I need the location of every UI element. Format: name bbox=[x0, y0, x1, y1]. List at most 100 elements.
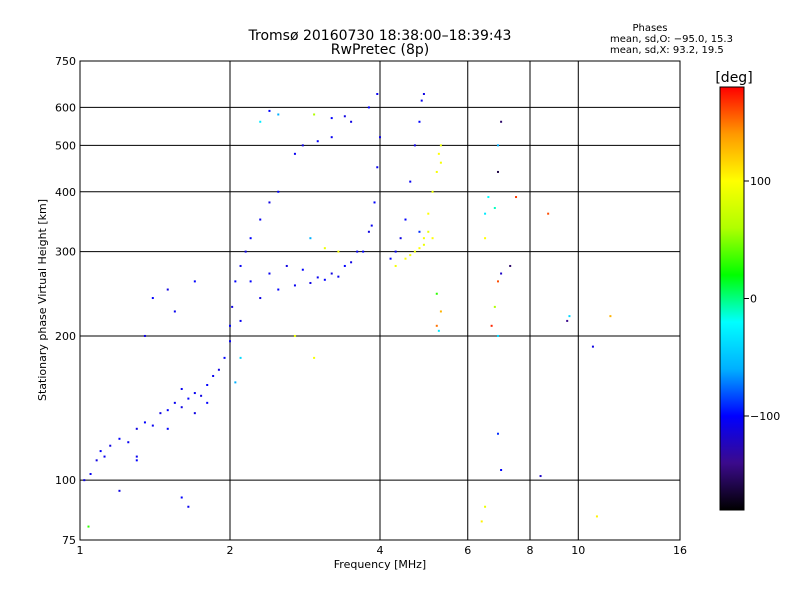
echo-point bbox=[418, 230, 421, 233]
echo-point bbox=[313, 113, 316, 116]
echo-point bbox=[268, 109, 271, 112]
x-tick-label: 2 bbox=[227, 544, 234, 557]
phase-header-x-stats: mean, sd,X: 93.2, 19.5 bbox=[610, 45, 724, 56]
y-tick-label: 500 bbox=[55, 139, 76, 152]
echo-point bbox=[496, 334, 499, 337]
echo-point bbox=[206, 401, 209, 404]
echo-point bbox=[431, 190, 434, 193]
y-tick-label: 100 bbox=[55, 474, 76, 487]
y-axis-ticks: 75 100 200 300 400 500 600 750 bbox=[55, 55, 76, 547]
chart-title: Tromsø 20160730 18:38:00–18:39:43 bbox=[248, 28, 512, 44]
echo-point bbox=[437, 329, 440, 332]
echo-point bbox=[493, 206, 496, 209]
y-tick-label: 750 bbox=[55, 55, 76, 68]
echo-point bbox=[362, 250, 365, 253]
echo-point bbox=[159, 412, 162, 415]
echo-point bbox=[420, 99, 423, 102]
echo-point bbox=[394, 250, 397, 253]
echo-point bbox=[431, 237, 434, 240]
chart-subtitle: RwPretec (8p) bbox=[331, 42, 429, 58]
echo-point bbox=[439, 310, 442, 313]
echo-point bbox=[249, 237, 252, 240]
echo-point bbox=[566, 319, 569, 322]
echo-point bbox=[268, 201, 271, 204]
echo-point bbox=[83, 479, 86, 482]
echo-point bbox=[231, 305, 234, 308]
echo-point bbox=[343, 115, 346, 118]
echo-point bbox=[200, 394, 203, 397]
echo-point bbox=[109, 444, 112, 447]
echo-point bbox=[376, 92, 379, 95]
echo-point bbox=[118, 489, 121, 492]
x-tick-label: 10 bbox=[571, 544, 585, 557]
echo-point bbox=[259, 120, 262, 123]
echo-point bbox=[239, 356, 242, 359]
echo-point bbox=[413, 144, 416, 147]
x-tick-label: 8 bbox=[527, 544, 534, 557]
echo-point bbox=[409, 180, 412, 183]
echo-point bbox=[173, 310, 176, 313]
echo-point bbox=[591, 345, 594, 348]
colorbar-label: [deg] bbox=[715, 70, 752, 86]
echo-point bbox=[500, 469, 503, 472]
echo-point bbox=[135, 455, 138, 458]
echo-point bbox=[151, 424, 154, 427]
echo-point bbox=[422, 237, 425, 240]
echo-point bbox=[193, 412, 196, 415]
echo-point bbox=[323, 247, 326, 250]
echo-point bbox=[500, 272, 503, 275]
echo-point bbox=[367, 106, 370, 109]
echo-point bbox=[356, 250, 359, 253]
echo-point bbox=[370, 224, 373, 227]
echo-point bbox=[316, 140, 319, 143]
echo-point bbox=[595, 515, 598, 518]
echo-point bbox=[135, 427, 138, 430]
echo-point bbox=[484, 212, 487, 215]
echo-point bbox=[484, 237, 487, 240]
echo-point bbox=[193, 392, 196, 395]
echo-point bbox=[379, 136, 381, 139]
echo-point bbox=[609, 315, 612, 318]
echo-point bbox=[309, 281, 312, 284]
echo-point bbox=[99, 450, 102, 453]
plot-frame bbox=[79, 60, 681, 541]
echo-point bbox=[404, 257, 407, 260]
echo-point bbox=[389, 257, 392, 260]
echo-point bbox=[89, 473, 92, 476]
echo-point bbox=[539, 475, 542, 478]
y-tick-label: 400 bbox=[55, 186, 76, 199]
y-tick-label: 200 bbox=[55, 330, 76, 343]
echo-point bbox=[480, 520, 483, 523]
echo-point bbox=[239, 319, 242, 322]
echo-point bbox=[244, 250, 247, 253]
echo-point bbox=[490, 324, 493, 327]
echo-point bbox=[350, 120, 353, 123]
echo-point bbox=[337, 250, 340, 253]
echo-point bbox=[500, 120, 503, 123]
echo-point bbox=[350, 261, 353, 264]
echo-point bbox=[103, 455, 106, 458]
echo-point bbox=[166, 427, 169, 430]
colorbar-tick-label: −100 bbox=[750, 410, 780, 423]
echo-point bbox=[151, 297, 154, 300]
echo-point bbox=[330, 136, 333, 139]
echo-point bbox=[484, 505, 487, 508]
x-axis-label: Frequency [MHz] bbox=[334, 558, 426, 571]
phase-header-title: Phases bbox=[632, 23, 667, 34]
phase-header-o-stats: mean, sd,O: −95.0, 15.3 bbox=[610, 34, 733, 45]
echo-point bbox=[330, 117, 333, 120]
echo-point bbox=[496, 144, 499, 147]
echo-point bbox=[229, 324, 231, 327]
echo-point bbox=[234, 381, 237, 384]
echo-point bbox=[180, 496, 183, 499]
echo-point bbox=[87, 525, 90, 528]
echo-point bbox=[435, 324, 438, 327]
echo-point bbox=[376, 166, 379, 169]
echo-point bbox=[193, 280, 196, 283]
echo-point bbox=[206, 383, 209, 386]
x-tick-label: 6 bbox=[464, 544, 471, 557]
echo-point bbox=[316, 276, 319, 279]
colorbar-tick-label: 0 bbox=[750, 293, 757, 306]
